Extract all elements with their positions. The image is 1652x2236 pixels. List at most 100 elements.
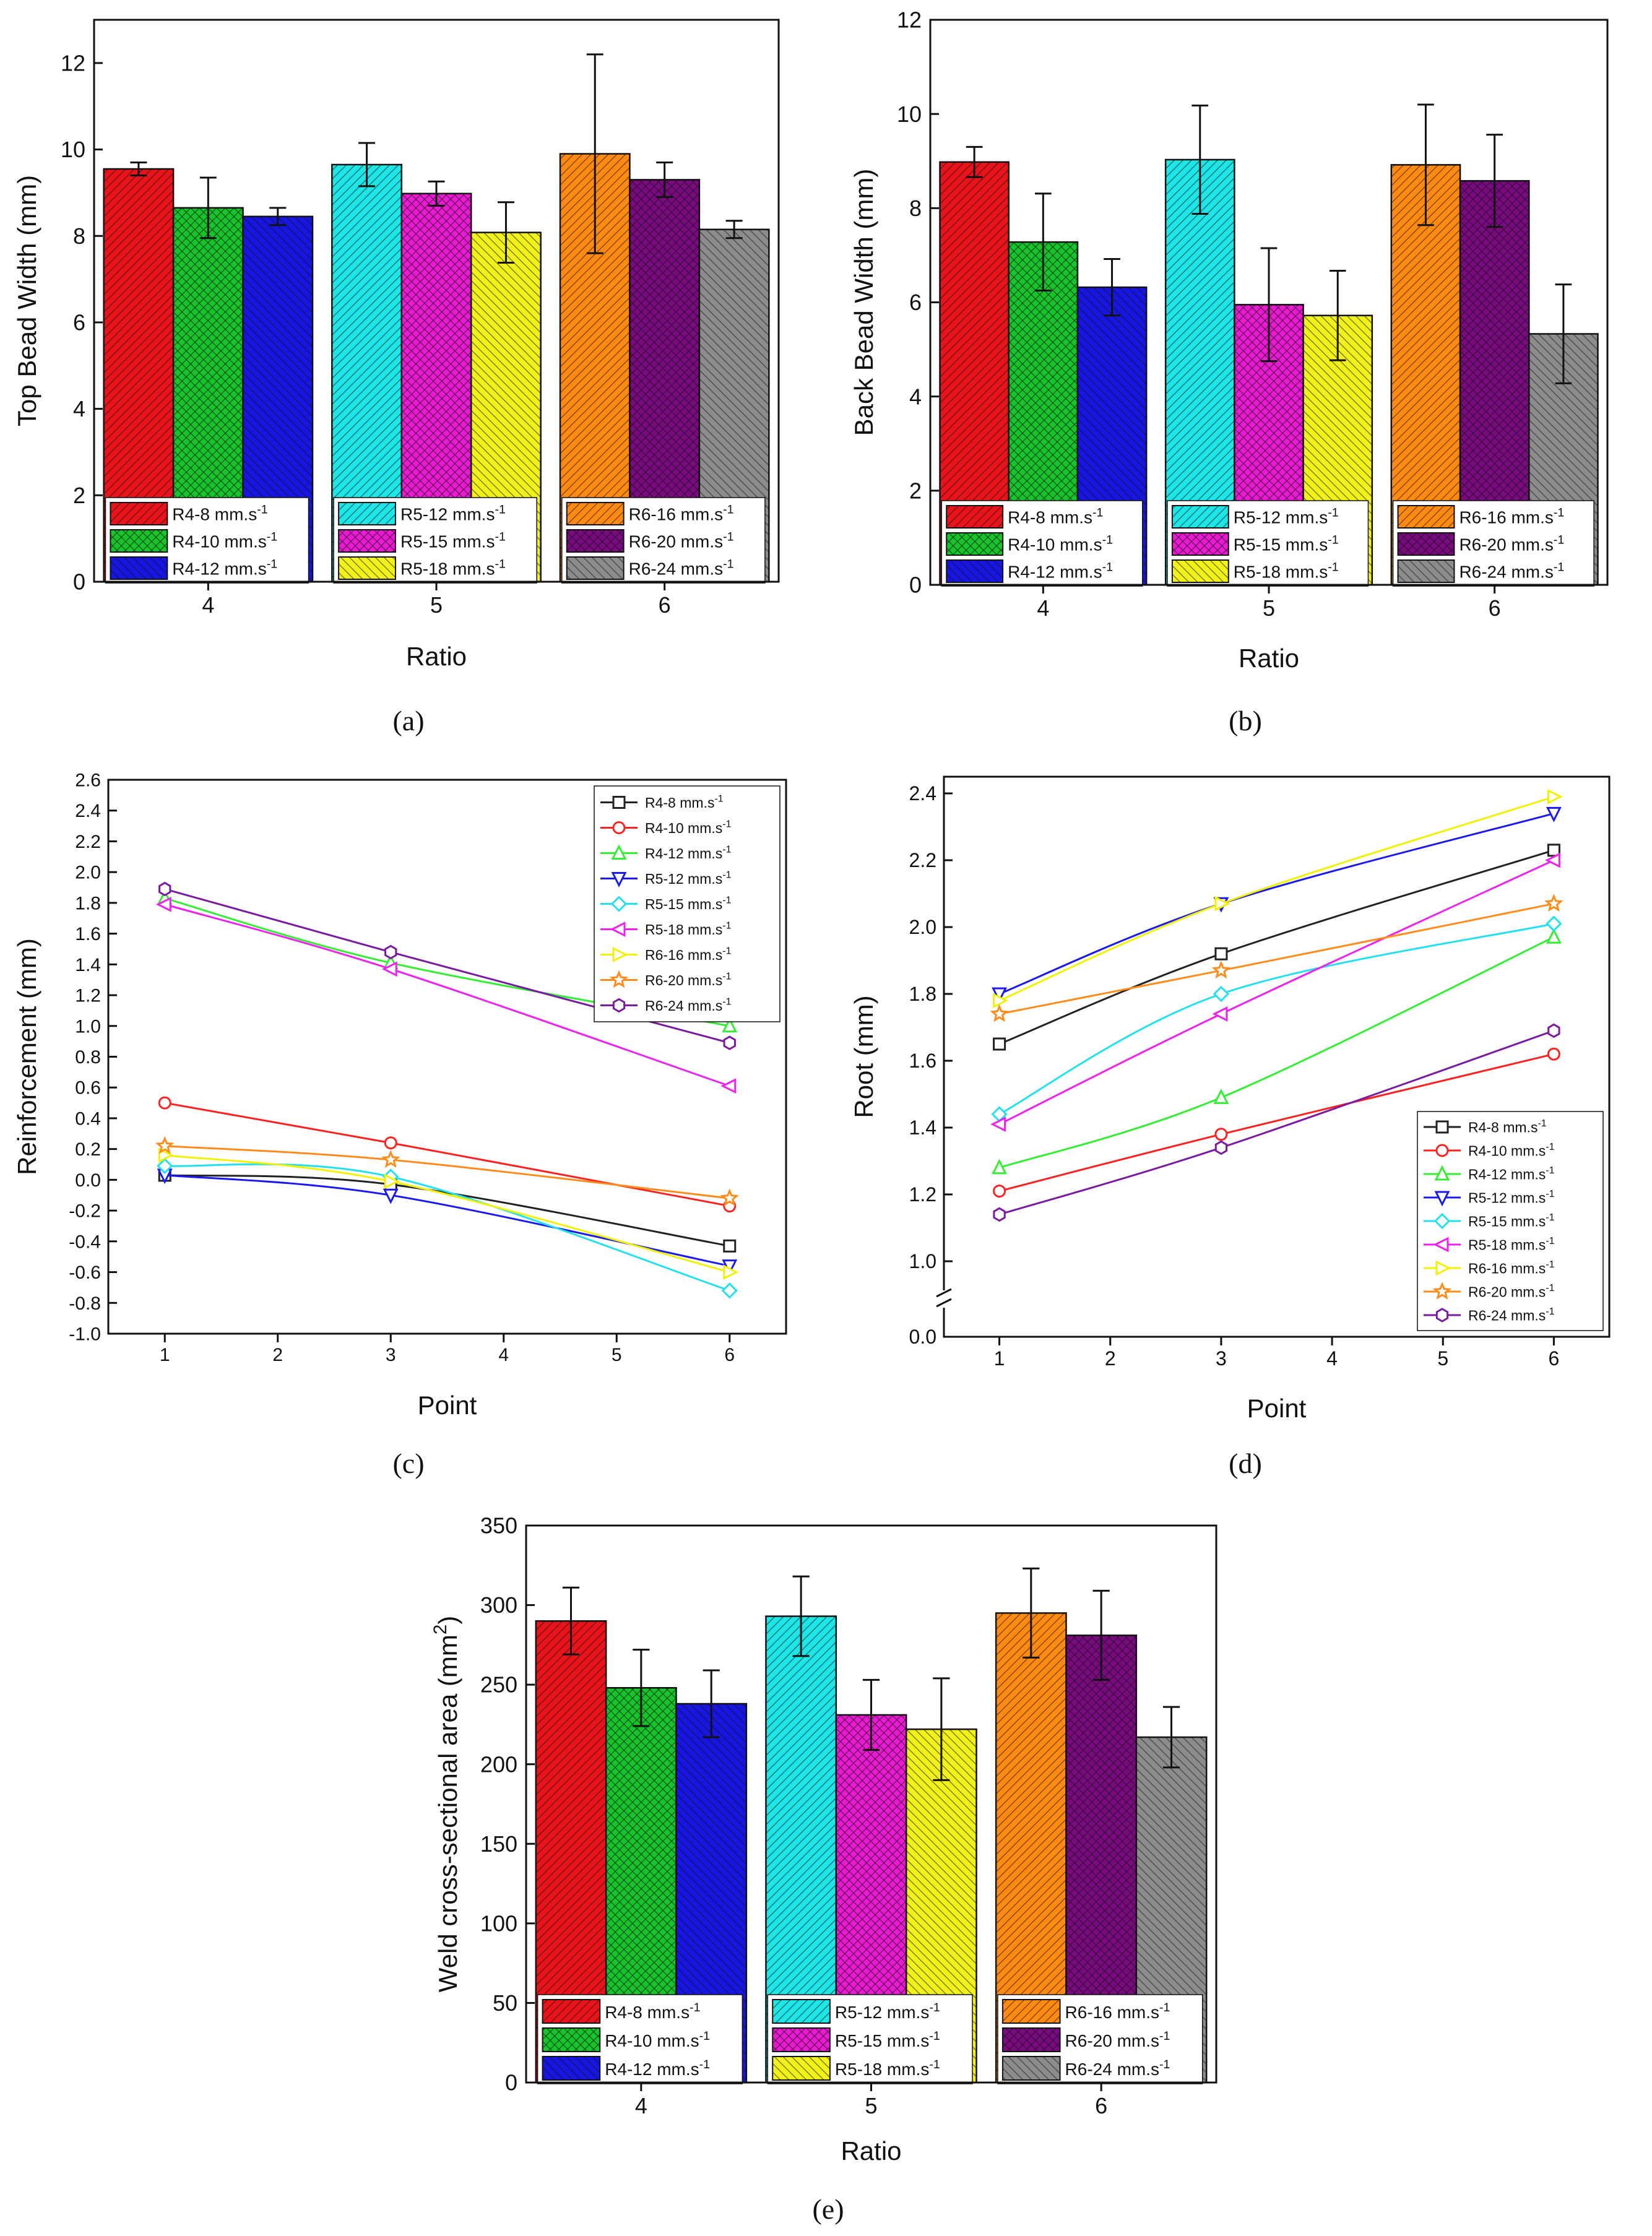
point-r5-15-mm — [721, 1282, 738, 1299]
y-tick-label: 6 — [909, 290, 922, 315]
legend-label-r4-12-mm: R4-12 mm.s-1 — [1468, 1165, 1555, 1182]
error-bar-r6-20-mm — [1486, 134, 1503, 228]
legend-label-r4-12-mm-s: R4-12 mm.s-1 — [1008, 560, 1113, 581]
point-r4-10-mm — [1214, 1128, 1228, 1141]
panel-caption-b: (b) — [1229, 705, 1262, 736]
series-line-r5-18-mm — [998, 859, 1555, 1125]
y-tick-label: 0.0 — [75, 1170, 101, 1191]
point-r5-15-mm — [1213, 985, 1230, 1003]
axis-break-marks — [936, 1288, 952, 1308]
legend-swatch-r4-10-mm-s — [110, 529, 168, 553]
y-tick-label: 1.0 — [75, 1016, 101, 1037]
legend-group-5: R5-12 mm.s-1 R5-15 mm.s-1 R5-18 mm.s-1 — [767, 1994, 973, 2084]
point-r5-18-mm — [1545, 852, 1560, 868]
legend-swatch-r4-12-mm-s — [110, 556, 168, 580]
panel-caption-a: (a) — [392, 705, 424, 736]
x-tick-label: 5 — [1263, 595, 1275, 621]
y-tick-label: 350 — [480, 1513, 517, 1539]
series-line-r4-8-mm — [165, 1174, 730, 1247]
point-r4-12-mm — [1213, 1089, 1229, 1104]
y-tick-label: 2 — [73, 483, 85, 508]
error-bar-r5-12-mm — [792, 1575, 810, 1657]
y-tick-label: 50 — [493, 1990, 517, 2016]
legend-swatch-r5-15-mm-s — [1171, 532, 1229, 556]
legend-label-r5-12-mm: R5-12 mm.s-1 — [645, 870, 732, 887]
legend-swatch-r6-20-mm-s — [566, 529, 625, 553]
error-bar-r6-24-mm — [1555, 283, 1572, 384]
y-tick-label: 2.0 — [909, 916, 936, 938]
point-r4-12-mm — [992, 1159, 1008, 1175]
legend-label-r6-20-mm-s: R6-20 mm.s-1 — [1065, 2029, 1170, 2050]
error-bar-r5-12-mm — [358, 142, 376, 188]
legend-label-r6-20-mm: R6-20 mm.s-1 — [645, 971, 732, 988]
point-r6-24-mm — [1214, 1140, 1228, 1155]
legend-swatch-r5-15-mm-s — [772, 2027, 831, 2052]
legend-marker-r5-18-mm — [1433, 1237, 1449, 1253]
error-bar-r6-24-mm — [1162, 1706, 1180, 1769]
x-tick-label: 6 — [724, 1345, 735, 1365]
y-tick-label: 6 — [73, 310, 85, 335]
y-tick-label: -0.8 — [69, 1293, 101, 1314]
error-bar-r5-15-mm — [1260, 247, 1278, 363]
point-r6-24-mm — [723, 1035, 736, 1050]
legend-label-r5-15-mm: R5-15 mm.s-1 — [1468, 1212, 1555, 1229]
x-tick-label: 5 — [1437, 1347, 1448, 1370]
legend-marker-r4-12-mm — [611, 844, 627, 860]
y-tick-label: 1.4 — [909, 1116, 936, 1139]
legend-swatch-r6-24-mm-s — [1397, 559, 1455, 583]
error-bar-r4-8-mm — [130, 161, 147, 176]
point-r4-8-mm — [1547, 844, 1560, 857]
series-line-r5-15-mm — [998, 923, 1554, 1115]
y-tick-label: 1.2 — [75, 986, 101, 1006]
error-bar-r5-12-mm — [1191, 104, 1209, 215]
y-tick-label: 1.4 — [75, 955, 101, 975]
legend-label-r4-8-mm: R4-8 mm.s-1 — [1468, 1118, 1547, 1135]
legend-label-r4-8-mm-s: R4-8 mm.s-1 — [1008, 506, 1103, 527]
y-tick-label: 2.4 — [75, 801, 101, 821]
error-bar-r5-18-mm — [1329, 270, 1346, 361]
legend-group-5: R5-12 mm.s-1 R5-15 mm.s-1 R5-18 mm.s-1 — [1167, 500, 1369, 587]
series-line-r6-24-mm — [999, 1029, 1554, 1215]
y-tick-label: 300 — [480, 1592, 517, 1618]
legend-group-4: R4-8 mm.s-1 R4-10 mm.s-1 R4-12 mm.s-1 — [105, 497, 309, 584]
y-tick-label: 2.2 — [909, 849, 936, 871]
panel-b: R4-8 mm.s-1 R4-10 mm.s-1 R4-12 mm.s-1 R5-12… — [849, 7, 1609, 673]
point-r5-18-mm — [155, 896, 171, 912]
legend-marker-r6-24-mm — [612, 998, 626, 1013]
y-tick-label: 12 — [897, 7, 922, 33]
legend-swatch-r4-12-mm-s — [542, 2056, 601, 2081]
y-tick-label: 10 — [897, 101, 922, 127]
legend-label-r6-16-mm-s: R6-16 mm.s-1 — [1065, 2001, 1170, 2022]
panel-caption-e: (e) — [812, 2193, 844, 2225]
y-tick-label: 0.2 — [75, 1139, 101, 1160]
legend-label-r5-12-mm-s: R5-12 mm.s-1 — [400, 503, 506, 524]
point-r5-18-mm — [990, 1116, 1006, 1133]
legend-swatch-r4-8-mm-s — [110, 502, 168, 525]
legend-label-r6-24-mm: R6-24 mm.s-1 — [645, 996, 732, 1014]
legend-marker-r4-10-mm — [1435, 1144, 1449, 1157]
point-r4-12-mm — [1546, 928, 1562, 944]
point-r5-18-mm — [720, 1078, 737, 1094]
y-tick-label: 0.4 — [75, 1108, 101, 1129]
y-axis-label: Reinforcement (mm) — [12, 938, 41, 1175]
panel-c: -1.0 -0.8 -0.6 -0.4 -0.2 0.0 0.2 0.4 0.6 0.8 1.0 1.… — [12, 771, 787, 1420]
point-r5-18-mm — [1212, 1006, 1228, 1022]
series-line-r5-12-mm — [999, 812, 1554, 995]
legend-marker-r5-18-mm — [610, 922, 626, 937]
error-bar-r4-12-mm — [703, 1669, 720, 1738]
point-r6-20-mm — [1211, 960, 1231, 979]
y-tick-label: 1.2 — [909, 1183, 936, 1206]
series-line-r4-10-mm — [999, 1053, 1554, 1193]
y-tick-label: 200 — [480, 1751, 517, 1777]
legend-swatch-r5-18-mm-s — [772, 2056, 831, 2081]
error-bar-r6-16-mm — [586, 53, 603, 254]
legend-label-r6-24-mm-s: R6-24 mm.s-1 — [1065, 2058, 1170, 2079]
y-tick-label: 0 — [505, 2070, 517, 2096]
point-r6-20-mm — [720, 1188, 739, 1207]
legend-group-4: R4-8 mm.s-1 R4-10 mm.s-1 R4-12 mm.s-1 — [941, 500, 1143, 587]
legend-swatch-r6-16-mm-s — [566, 502, 625, 525]
x-tick-label: 5 — [430, 592, 443, 618]
x-tick-label: 4 — [635, 2093, 647, 2118]
y-tick-label: 4 — [73, 396, 85, 421]
